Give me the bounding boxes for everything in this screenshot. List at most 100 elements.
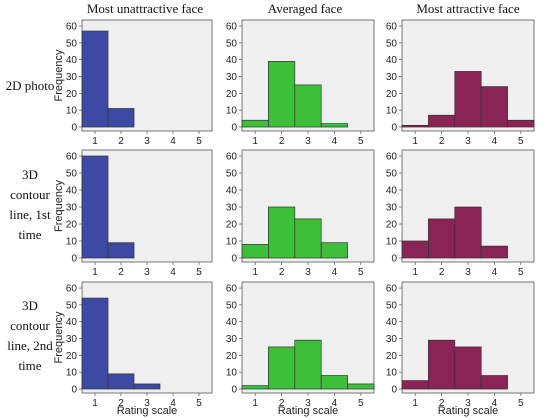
x-tick-label: 4 [170,267,176,278]
y-tick-label: 0 [231,254,237,265]
y-tick-label: 20 [386,351,398,362]
y-tick-label: 50 [386,169,398,180]
bar-rating-2 [268,346,296,390]
y-tick-label: 0 [391,385,397,396]
bar-rating-2 [428,218,456,259]
y-tick-label: 20 [226,220,238,231]
row-title-3d-contour-2nd-line-2: contour [10,318,50,333]
x-tick-label: 5 [518,267,524,278]
y-tick-label: 60 [226,284,238,295]
y-axis-label: Frequency [53,311,65,363]
y-tick-label: 10 [66,106,78,117]
row-title-3d-contour-2nd-line-4: time [18,358,41,373]
x-tick-label: 3 [465,398,471,409]
y-tick-label: 0 [71,254,77,265]
x-tick-label: 5 [358,267,364,278]
y-tick-label: 20 [226,89,238,100]
y-tick-label: 30 [66,334,78,345]
y-tick-label: 40 [226,317,238,328]
bar-rating-5 [507,119,535,128]
x-axis-label-unattractive: Rating scale [117,405,178,417]
panel-2d-photo-attractive: 0 10 20 30 40 50 60 1 2 3 4 5 [386,19,535,147]
y-tick-label: 10 [66,368,78,379]
bar-rating-1 [401,124,429,128]
bar-rating-4 [480,375,508,390]
y-tick-label: 30 [386,203,398,214]
y-tick-label: 60 [386,152,398,163]
x-tick-label: 3 [305,398,311,409]
y-tick-label: 0 [391,123,397,134]
x-tick-label: 2 [439,136,445,147]
x-tick-label: 5 [358,398,364,409]
x-tick-label: 2 [118,136,124,147]
x-tick-label: 1 [252,136,258,147]
bar-rating-1 [81,297,109,390]
x-tick-label: 1 [92,136,98,147]
bar-rating-1 [241,385,269,390]
bar-rating-1 [81,155,109,259]
x-tick-label: 2 [439,398,445,409]
bar-rating-2 [428,114,456,128]
y-tick-label: 30 [66,203,78,214]
x-tick-label: 5 [196,136,202,147]
y-tick-label: 40 [66,55,78,66]
x-tick-label: 2 [279,398,285,409]
x-tick-label: 1 [412,398,418,409]
bar-rating-3 [133,383,161,390]
x-tick-label: 2 [439,267,445,278]
x-tick-label: 4 [492,267,498,278]
y-tick-label: 10 [226,106,238,117]
x-axis-label-attractive: Rating scale [438,405,499,417]
x-tick-label: 4 [492,136,498,147]
x-tick-label: 3 [144,267,150,278]
y-tick-label: 20 [66,351,78,362]
y-tick-label: 10 [386,368,398,379]
y-tick-label: 60 [66,152,78,163]
x-tick-label: 4 [170,398,176,409]
panel-2d-photo-unattractive: 0 10 20 30 40 50 60 1 2 3 4 5 Frequency [53,19,213,147]
x-tick-label: 4 [332,398,338,409]
bar-rating-2 [268,206,296,259]
bar-rating-3 [454,71,482,128]
y-tick-label: 30 [226,72,238,83]
row-title-3d-contour-1st-line-4: time [18,227,41,242]
x-tick-label: 5 [358,136,364,147]
panel-3d-contour-1st-attractive: 0 10 20 30 40 50 60 1 2 3 4 5 [386,149,535,278]
y-tick-label: 10 [386,106,398,117]
y-tick-label: 50 [226,169,238,180]
x-tick-label: 3 [144,136,150,147]
row-title-3d-contour-1st-line-1: 3D [22,167,38,182]
bar-rating-2 [268,60,296,128]
y-tick-label: 50 [66,300,78,311]
bar-rating-4 [480,245,508,259]
y-tick-label: 30 [226,334,238,345]
x-tick-label: 1 [412,136,418,147]
y-tick-label: 0 [71,123,77,134]
y-tick-label: 50 [66,169,78,180]
x-tick-label: 4 [332,267,338,278]
x-tick-label: 3 [465,267,471,278]
x-tick-label: 3 [465,136,471,147]
bar-rating-1 [401,240,429,259]
x-tick-label: 1 [412,267,418,278]
x-tick-label: 1 [92,267,98,278]
col-title-attractive: Most attractive face [416,1,519,16]
y-tick-label: 40 [66,186,78,197]
y-tick-label: 40 [386,55,398,66]
panel-3d-contour-1st-averaged: 0 10 20 30 40 50 60 1 2 3 4 5 [226,149,375,278]
x-tick-label: 2 [118,398,124,409]
y-tick-label: 50 [226,300,238,311]
panel-3d-contour-2nd-averaged: 0 10 20 30 40 50 60 1 2 3 4 5 [226,281,375,409]
y-tick-label: 0 [231,123,237,134]
y-axis-label: Frequency [53,180,65,232]
y-tick-label: 20 [226,351,238,362]
row-title-3d-contour-1st-line-3: line, 1st [9,207,51,222]
y-tick-label: 60 [386,284,398,295]
y-tick-label: 40 [226,186,238,197]
x-tick-label: 3 [305,267,311,278]
y-axis-label: Frequency [53,49,65,101]
x-tick-label: 1 [92,398,98,409]
bar-rating-1 [241,244,269,259]
y-tick-label: 60 [386,22,398,33]
